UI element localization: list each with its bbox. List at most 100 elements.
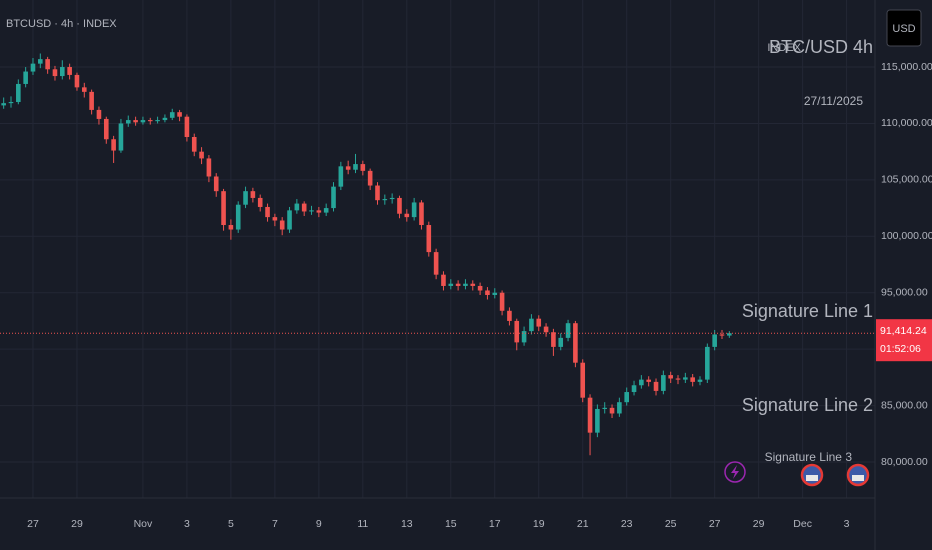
- candle-body: [455, 283, 461, 286]
- candle-body: [499, 292, 505, 311]
- candle-body: [16, 83, 21, 103]
- candle-body: [338, 166, 344, 187]
- y-tick-label: 95,000.00: [881, 287, 928, 299]
- lightning-icon: [731, 465, 739, 479]
- candle-body: [147, 120, 153, 122]
- candle-body: [565, 323, 571, 338]
- candle-body: [602, 407, 608, 409]
- candle-body: [191, 136, 197, 152]
- candle-body: [646, 379, 651, 382]
- currency-button[interactable]: [886, 9, 922, 47]
- candle-body: [89, 91, 94, 110]
- candle-body: [96, 109, 102, 119]
- candle-body: [441, 274, 446, 286]
- grid: [0, 0, 875, 498]
- candle-body: [316, 210, 322, 213]
- candle-body: [125, 120, 131, 124]
- candle-body: [404, 213, 410, 218]
- candle-body: [250, 191, 256, 198]
- countdown-label: 01:52:06: [880, 343, 921, 355]
- candle-body: [177, 112, 182, 117]
- x-tick-label: 17: [489, 518, 501, 530]
- x-tick-label: 5: [228, 518, 234, 530]
- candle-body: [631, 385, 637, 393]
- x-tick-label: 29: [753, 518, 765, 530]
- x-tick-label: Nov: [134, 518, 153, 530]
- x-tick-label: 23: [621, 518, 633, 530]
- candle-body: [675, 378, 681, 380]
- candle-body: [38, 59, 43, 64]
- annotation: Signature Line 3: [765, 450, 853, 464]
- last-price-tag: [876, 319, 932, 362]
- candle-body: [514, 320, 520, 343]
- candle-body: [228, 225, 234, 230]
- annotation: Signature Line 2: [742, 395, 873, 415]
- candle-body: [653, 381, 659, 391]
- y-tick-label: 105,000.00: [881, 174, 932, 186]
- candle-body: [272, 217, 278, 221]
- x-tick-label: 3: [844, 518, 850, 530]
- candle-body: [67, 67, 72, 75]
- x-tick-label: 27: [709, 518, 721, 530]
- candle-body: [206, 158, 212, 177]
- candle-body: [470, 283, 476, 286]
- candle-body: [111, 139, 116, 151]
- candle-body: [521, 331, 527, 343]
- last-price-label: 91,414.24: [880, 325, 927, 337]
- x-tick-label: 25: [665, 518, 677, 530]
- currency-label: USD: [892, 23, 915, 35]
- candle-body: [133, 120, 138, 123]
- candle-body: [375, 185, 380, 201]
- candle-body: [433, 252, 439, 275]
- candle-body: [719, 334, 725, 336]
- candle-body: [587, 397, 593, 433]
- watermark-symbol: BTC/USD 4h: [769, 37, 873, 57]
- candle-body: [507, 310, 512, 321]
- candle-body: [52, 69, 58, 77]
- candle-body: [426, 225, 432, 253]
- candle-body: [639, 379, 644, 386]
- candle-body: [301, 203, 307, 212]
- candle-body: [60, 67, 65, 77]
- candle-body: [463, 283, 468, 286]
- candle-body: [81, 87, 87, 92]
- x-tick-label: 21: [577, 518, 589, 530]
- candle-body: [529, 318, 534, 332]
- y-tick-label: 80,000.00: [881, 456, 928, 468]
- candle-body: [243, 191, 248, 205]
- y-tick-label: 100,000.00: [881, 230, 932, 242]
- y-tick-label: 110,000.00: [881, 117, 932, 129]
- candle-body: [697, 379, 703, 382]
- candle-body: [397, 197, 402, 214]
- x-tick-label: 15: [445, 518, 457, 530]
- candle-body: [609, 407, 615, 414]
- candle-body: [221, 191, 226, 226]
- candle-body: [169, 112, 175, 118]
- candle-body: [367, 170, 373, 186]
- candle-body: [419, 202, 424, 226]
- candle-body: [294, 203, 300, 211]
- candle-body: [287, 210, 292, 230]
- candle-body: [162, 117, 168, 121]
- candle-body: [30, 63, 36, 72]
- candle-body: [323, 208, 329, 213]
- candle-body: [1, 103, 6, 106]
- candle-body: [103, 118, 109, 140]
- candle-body: [551, 332, 556, 347]
- candle-body: [389, 197, 395, 200]
- candle-body: [382, 199, 388, 201]
- candle-body: [580, 362, 586, 398]
- candle-body: [683, 377, 688, 380]
- candle-body: [668, 375, 673, 379]
- candle-body: [624, 392, 630, 403]
- candle-body: [8, 102, 14, 104]
- candle-body: [155, 120, 160, 122]
- candle-body: [661, 375, 666, 391]
- flag-icon: [852, 475, 864, 481]
- candle-body: [257, 197, 263, 207]
- x-tick-label: 29: [71, 518, 83, 530]
- y-tick-label: 115,000.00: [881, 61, 932, 73]
